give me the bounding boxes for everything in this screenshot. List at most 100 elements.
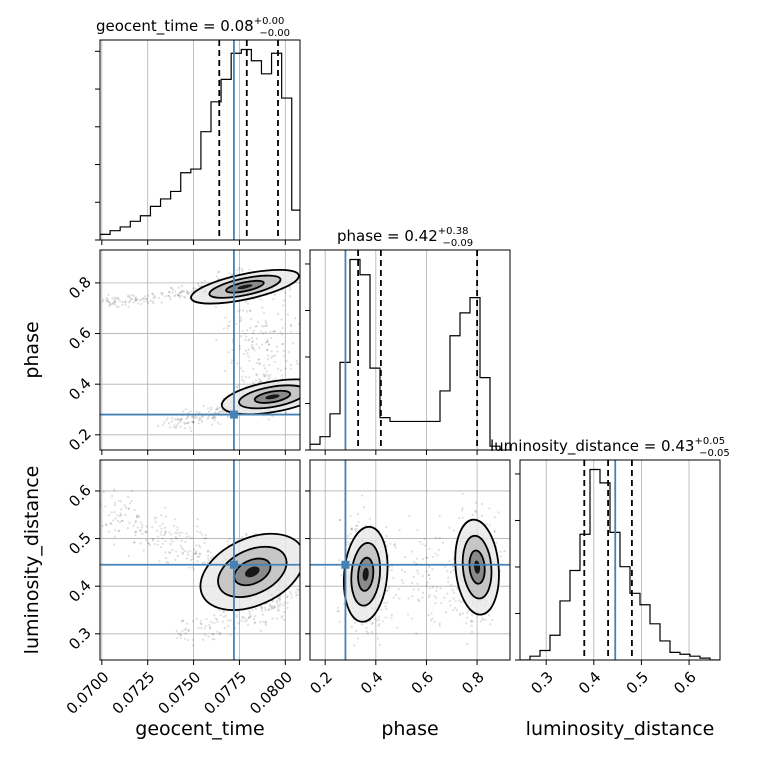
sample-point	[454, 600, 457, 603]
sample-point	[263, 367, 267, 370]
sample-point	[295, 594, 298, 597]
sample-point	[480, 502, 484, 506]
sample-point	[200, 627, 203, 630]
sample-point	[235, 615, 238, 619]
sample-point	[168, 426, 171, 429]
sample-point	[151, 292, 154, 296]
sample-point	[216, 620, 219, 623]
sample-point	[370, 630, 373, 634]
sample-point	[394, 593, 398, 597]
sample-point	[180, 539, 183, 542]
sample-point	[337, 559, 341, 562]
sample-point	[185, 291, 189, 295]
sample-point	[235, 322, 238, 325]
sample-point	[258, 362, 261, 366]
sample-point	[155, 529, 158, 532]
sample-point	[311, 333, 313, 335]
sample-point	[134, 533, 137, 537]
sample-point	[252, 329, 255, 332]
sample-point	[471, 620, 474, 623]
sample-point	[378, 643, 381, 646]
sample-point	[227, 351, 230, 354]
sample-point	[365, 630, 368, 633]
sample-point	[297, 589, 300, 592]
sample-point	[140, 526, 144, 529]
sample-point	[194, 287, 197, 290]
sample-point	[144, 530, 147, 534]
sample-point	[267, 609, 270, 612]
sample-point	[271, 607, 274, 610]
sample-point	[204, 534, 207, 537]
sample-point	[114, 517, 117, 520]
sample-point	[207, 416, 210, 419]
sample-point	[180, 531, 183, 534]
sample-point	[196, 560, 199, 563]
sample-point	[179, 544, 182, 547]
sample-point	[114, 296, 117, 299]
sample-point	[157, 543, 160, 546]
sample-point	[134, 530, 137, 534]
panel-luminosity-distance-vs-phase	[305, 459, 511, 665]
sample-point	[426, 581, 429, 584]
sample-point	[421, 596, 424, 599]
sample-point	[183, 427, 187, 430]
sample-point	[113, 298, 116, 301]
sample-point	[273, 293, 277, 296]
sample-point	[160, 546, 163, 549]
sample-point	[262, 332, 265, 335]
density-contour	[474, 560, 481, 574]
sample-point	[176, 422, 180, 425]
sample-point	[167, 422, 171, 425]
sample-point	[180, 284, 184, 288]
sample-point	[228, 324, 231, 327]
sample-point	[219, 423, 222, 426]
sample-point	[130, 298, 133, 301]
sample-point	[289, 288, 292, 291]
sample-point	[270, 337, 273, 340]
sample-point	[427, 595, 431, 599]
sample-point	[198, 552, 201, 555]
sample-point	[428, 577, 432, 580]
sample-point	[191, 638, 194, 642]
sample-point	[102, 490, 105, 493]
density-contour	[362, 567, 369, 581]
sample-point	[385, 544, 389, 548]
sample-point	[112, 301, 116, 304]
sample-point	[196, 555, 199, 558]
sample-point	[107, 300, 110, 304]
sample-point	[464, 622, 468, 625]
sample-point	[437, 548, 440, 551]
sample-point	[208, 626, 212, 629]
sample-point	[429, 619, 433, 622]
sample-point	[135, 298, 139, 301]
sample-point	[413, 560, 416, 564]
sample-point	[173, 426, 176, 429]
sample-point	[449, 604, 452, 607]
sample-point	[138, 529, 141, 532]
x-tick-label: 0.8	[458, 668, 488, 698]
sample-point	[280, 616, 283, 619]
sample-point	[246, 352, 249, 355]
x-tick-label: 0.5	[623, 668, 653, 698]
sample-point	[203, 537, 206, 540]
sample-point	[355, 629, 358, 632]
sample-point	[266, 338, 269, 341]
sample-point	[446, 592, 449, 595]
sample-point	[275, 617, 278, 620]
sample-point	[366, 632, 370, 635]
sample-point	[136, 514, 140, 517]
sample-point	[305, 574, 307, 576]
sample-point	[244, 349, 248, 352]
sample-point	[428, 594, 431, 597]
sample-point	[279, 331, 282, 334]
sample-point	[185, 289, 189, 293]
sample-point	[296, 593, 299, 596]
histogram-geocent_time	[100, 48, 300, 240]
sample-point	[201, 561, 204, 565]
sample-point	[115, 297, 118, 300]
sample-point	[206, 561, 209, 564]
sample-point	[198, 417, 201, 421]
sample-point	[170, 538, 173, 541]
sample-point	[187, 415, 190, 418]
sample-point	[124, 303, 127, 306]
